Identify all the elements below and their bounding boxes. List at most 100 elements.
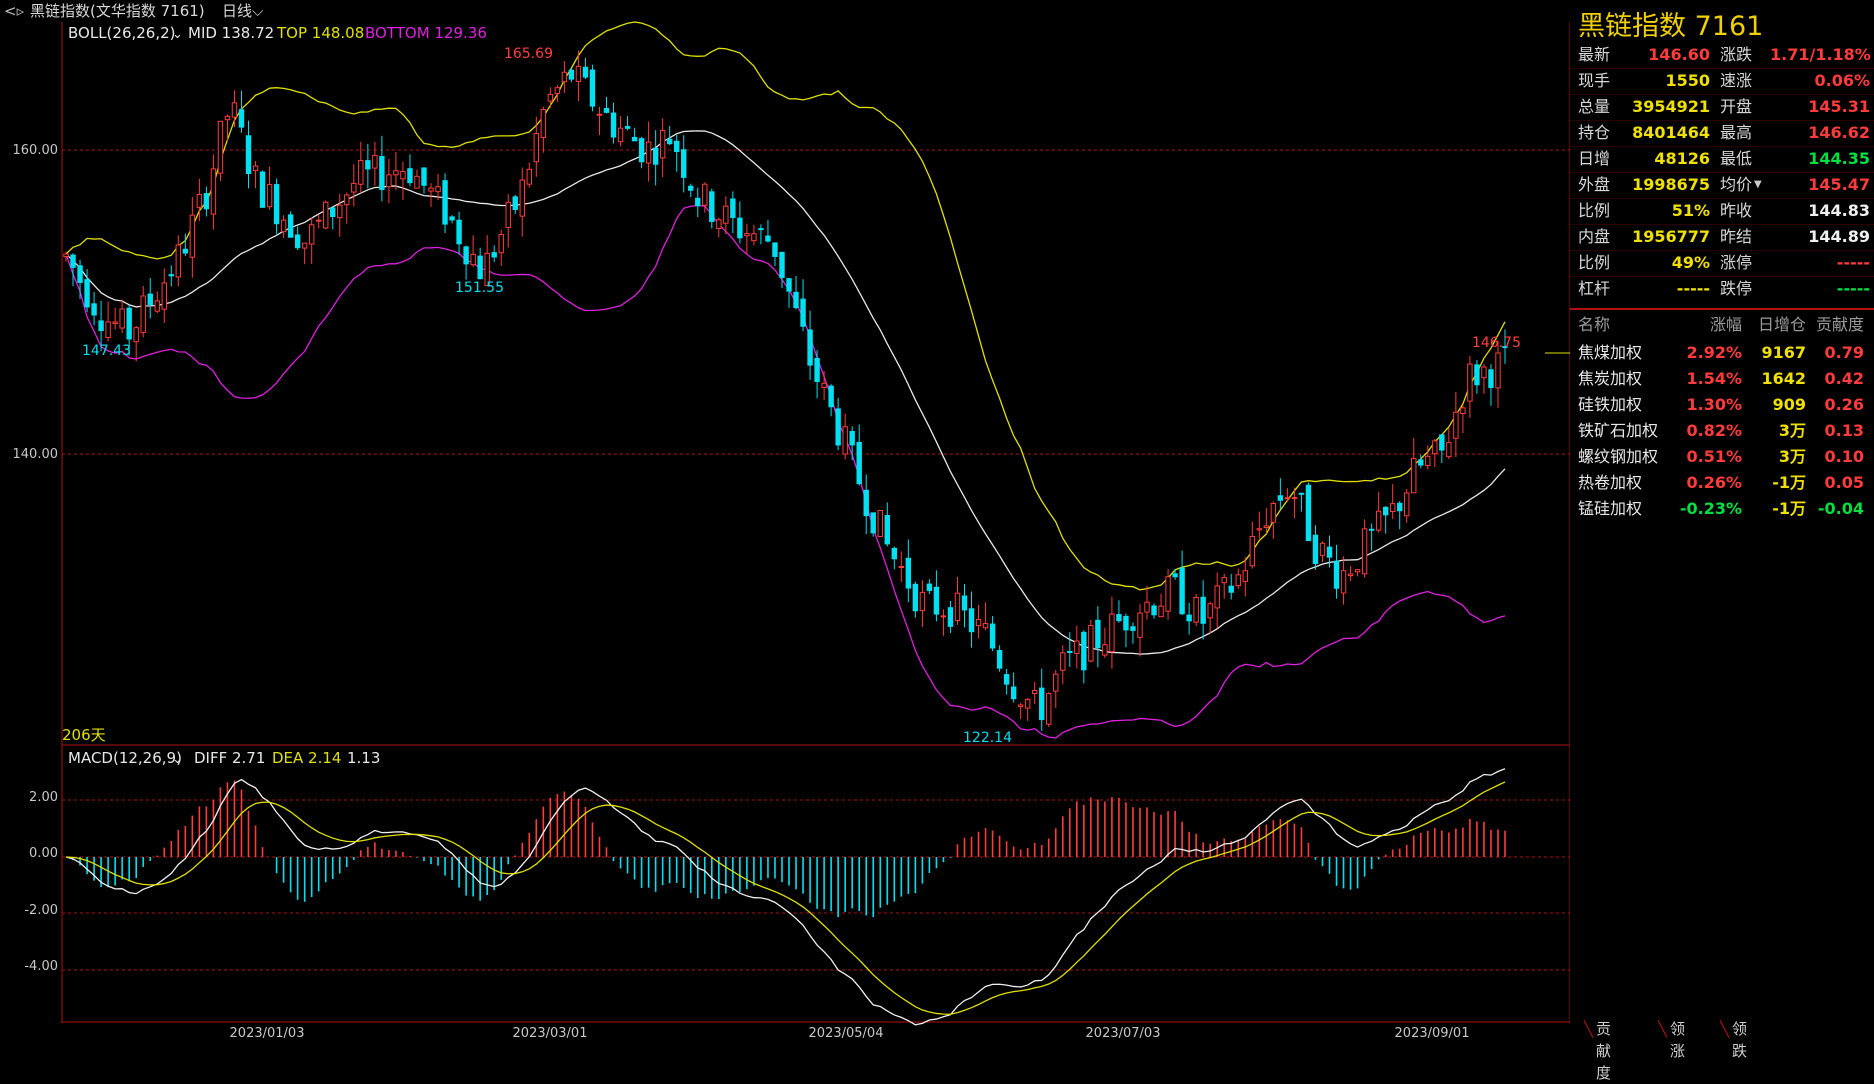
candle-body (414, 175, 420, 189)
boll-bottom: BOTTOM 129.36 (365, 24, 487, 42)
candle-body (793, 291, 799, 309)
candle-body (1088, 624, 1094, 662)
candle-body (617, 127, 624, 143)
candle-body (484, 252, 490, 286)
candle-body (77, 265, 83, 283)
tab-2[interactable]: 领跌 (1732, 1020, 1748, 1060)
candle-body (870, 512, 876, 534)
column-header[interactable]: 日增仓 (1757, 315, 1806, 334)
period-label: 日线 (222, 2, 253, 20)
macd-chevron-icon[interactable]: ⌄ (172, 752, 183, 767)
candle-body (1081, 631, 1087, 671)
candle-body (231, 102, 238, 118)
period-selector[interactable]: 日线⌵ (222, 0, 263, 22)
candle-body (1389, 503, 1396, 513)
candle-body (1017, 704, 1024, 708)
back-arrow-icon[interactable]: <▹ (4, 2, 25, 20)
candle-body (947, 607, 954, 627)
annotation-low-jun: 122.14 (963, 730, 1012, 746)
component-row[interactable]: 热卷加权 0.26% -1万 0.05 (1570, 470, 1874, 496)
candle-body (561, 71, 568, 83)
candle-body (1102, 644, 1108, 656)
component-row[interactable]: 焦炭加权 1.54% 1642 0.42 (1570, 366, 1874, 392)
boll-label[interactable]: BOLL(26,26,2) (68, 24, 176, 42)
candle-body (1277, 495, 1284, 501)
candle-body (1411, 457, 1417, 494)
quote-value: 146.62 (1808, 123, 1870, 142)
component-contrib: 0.05 (1824, 473, 1864, 492)
macd-histogram (65, 768, 1506, 1026)
chevron-down-icon: ⌵ (252, 2, 264, 20)
component-oi: 3万 (1778, 421, 1806, 440)
candle-body (1375, 510, 1382, 531)
candle-body (624, 126, 631, 129)
quote-value: 0.06% (1814, 71, 1870, 90)
candle-body (217, 120, 224, 174)
candle-body (316, 219, 322, 222)
candle-body (1481, 366, 1487, 379)
chart-area[interactable]: BOLL(26,26,2) ⌄ MID 138.72 TOP 148.08 BO… (0, 0, 1570, 1041)
quote-label: 昨结 (1720, 227, 1753, 246)
macd-diff: DIFF 2.71 (194, 749, 265, 767)
quote-value: 48126 (1654, 149, 1710, 168)
candle-body (940, 615, 947, 618)
candle-body (652, 147, 659, 165)
candle-body (407, 168, 413, 184)
column-header[interactable]: 贡献度 (1815, 315, 1864, 334)
y-tick-140: 140.00 (13, 447, 59, 462)
x-tick-jan: 2023/01/03 (230, 1026, 305, 1041)
candle-body (744, 232, 750, 237)
candle-body (751, 233, 757, 242)
candle-body (961, 595, 968, 611)
quote-value: 144.83 (1808, 201, 1870, 220)
x-tick-sep: 2023/09/01 (1395, 1026, 1470, 1041)
candle-body (1249, 535, 1255, 567)
candle-body (1333, 560, 1340, 589)
component-row[interactable]: 铁矿石加权 0.82% 3万 0.13 (1570, 418, 1874, 444)
candle-body (1474, 364, 1480, 386)
candle-body (393, 170, 399, 176)
candle-body (358, 160, 364, 185)
candle-body (779, 251, 785, 279)
candle-body (723, 205, 729, 224)
quote-value: 1956777 (1632, 227, 1710, 246)
dropdown-icon[interactable]: ▼ (1754, 179, 1762, 190)
tab-0[interactable]: 贡献度 (1596, 1020, 1612, 1082)
candle-body (168, 274, 174, 277)
component-row[interactable]: 焦煤加权 2.92% 9167 0.79 (1570, 340, 1874, 366)
quote-label: 涨停 (1720, 253, 1753, 272)
macd-tick-m2: -2.00 (24, 903, 58, 918)
candle-body (224, 115, 231, 121)
boll-top-line (65, 21, 1506, 591)
quote-label: 最低 (1720, 149, 1753, 168)
component-name: 铁矿石加权 (1578, 421, 1659, 440)
candle-body (330, 207, 336, 218)
tab-1[interactable]: 领涨 (1670, 1020, 1686, 1060)
candle-body (926, 583, 933, 591)
grid-lines (62, 149, 1570, 971)
component-row[interactable]: 硅铁加权 1.30% 909 0.26 (1570, 392, 1874, 418)
quote-panel: 黑链指数 7161 最新 146.60 涨跌 1.71/1.18% 现手 1550 速涨 0.… (1570, 0, 1874, 1041)
candle-body (1270, 503, 1277, 523)
quote-label: 昨收 (1720, 201, 1753, 220)
boll-chevron-icon[interactable]: ⌄ (172, 27, 183, 42)
tab-separator: ╲ (1720, 1020, 1730, 1038)
candle-body (1221, 577, 1227, 584)
candle-body (1284, 497, 1291, 500)
macd-label[interactable]: MACD(12,26,9) (68, 749, 182, 767)
candle-body (968, 608, 975, 633)
candle-body (814, 357, 820, 382)
candle-body (673, 140, 680, 152)
component-name: 硅铁加权 (1578, 395, 1643, 414)
candle-body (1186, 614, 1192, 622)
candle-body (1326, 546, 1333, 558)
candle-body (716, 219, 722, 230)
candle-body (1291, 497, 1298, 500)
candlesticks (63, 50, 1508, 731)
column-header[interactable]: 涨幅 (1709, 315, 1742, 334)
component-row[interactable]: 锰硅加权 -0.23% -1万 -0.04 (1570, 496, 1874, 522)
boll-mid-line (65, 130, 1506, 655)
column-header[interactable]: 名称 (1578, 315, 1611, 334)
candle-body (645, 141, 652, 164)
component-row[interactable]: 螺纹钢加权 0.51% 3万 0.10 (1570, 444, 1874, 470)
